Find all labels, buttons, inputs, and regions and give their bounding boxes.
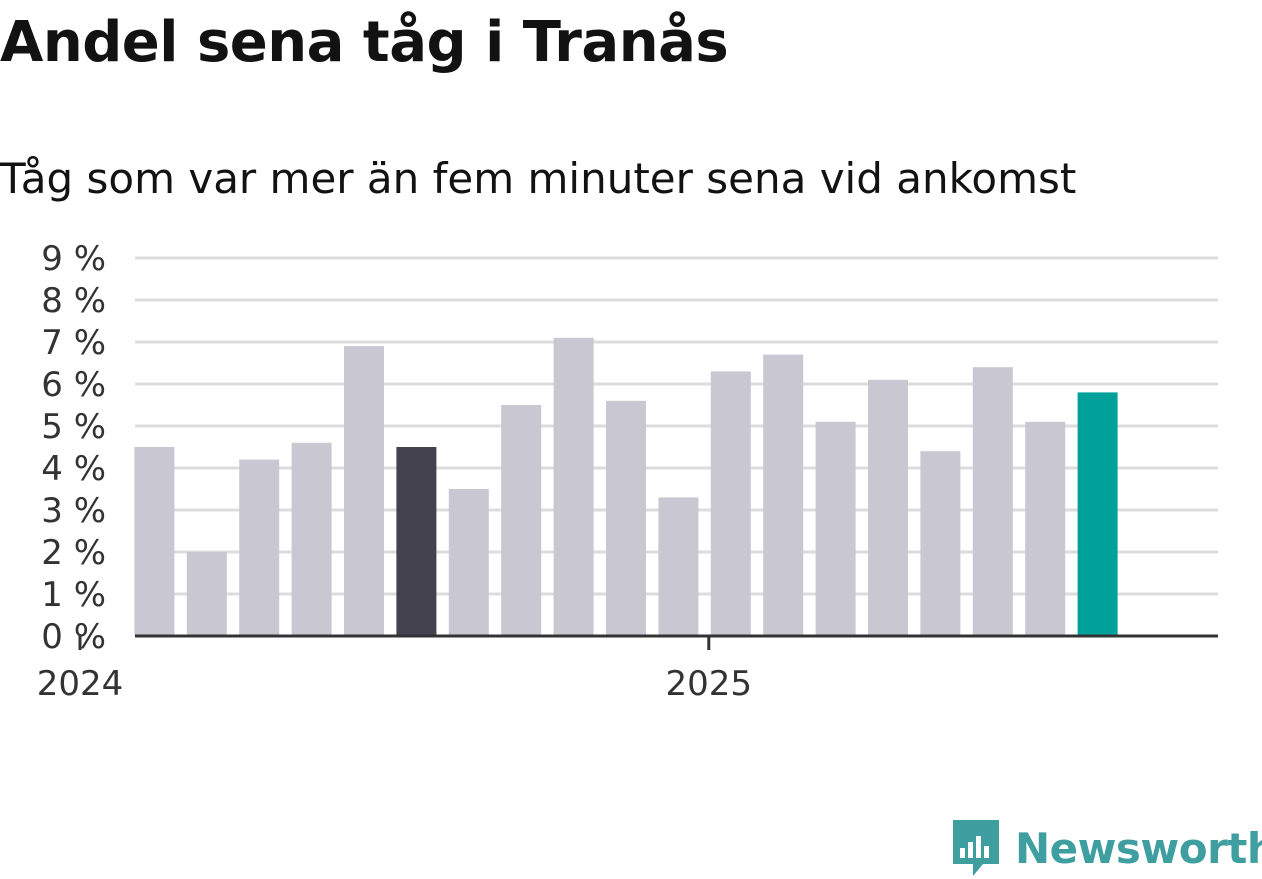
bar-2025-06: [972, 367, 1013, 636]
y-tick-label: 6 %: [41, 365, 106, 405]
bar-2024-12: [658, 497, 699, 636]
y-tick-label: 4 %: [41, 449, 106, 489]
bar-2024-06: [344, 346, 384, 636]
chart-title: Andel sena tåg i Tranås: [0, 10, 729, 75]
newsworthy-logo: Newsworthy: [951, 818, 1262, 878]
y-tick-label: 8 %: [41, 281, 106, 321]
bar-2025-04: [868, 379, 908, 636]
bar-2024-04: [239, 459, 280, 636]
bar-2025-07: [1025, 421, 1066, 636]
bar-chart-speech-bubble-icon: [953, 820, 999, 876]
y-tick-label: 5 %: [41, 407, 106, 447]
x-tick-label: 2025: [666, 664, 753, 704]
x-tick-label: 2024: [37, 664, 124, 704]
y-tick-label: 7 %: [41, 323, 106, 363]
bar-2024-11: [606, 400, 646, 636]
brand-name: Newsworthy: [1015, 823, 1262, 873]
bar-2024-09: [501, 405, 542, 636]
bar-2025-05: [920, 451, 961, 636]
bar-2024-08: [448, 489, 489, 636]
y-tick-label: 0 %: [41, 617, 106, 657]
bar-2025-08: [1077, 392, 1118, 636]
y-tick-label: 1 %: [41, 575, 106, 615]
bar-2024-07: [396, 447, 437, 636]
bar-2024-10: [553, 337, 594, 636]
bar-2025-01: [710, 371, 751, 636]
bar-2024-05: [291, 442, 332, 636]
bar-2024-03: [186, 552, 227, 636]
y-tick-label: 2 %: [41, 533, 106, 573]
bar-2025-03: [815, 421, 856, 636]
chart-subtitle: Tåg som var mer än fem minuter sena vid …: [0, 154, 1077, 203]
bar-2025-02: [763, 354, 804, 636]
bar-2024-02: [134, 447, 175, 636]
y-tick-label: 3 %: [41, 491, 106, 531]
y-tick-label: 9 %: [41, 239, 106, 279]
